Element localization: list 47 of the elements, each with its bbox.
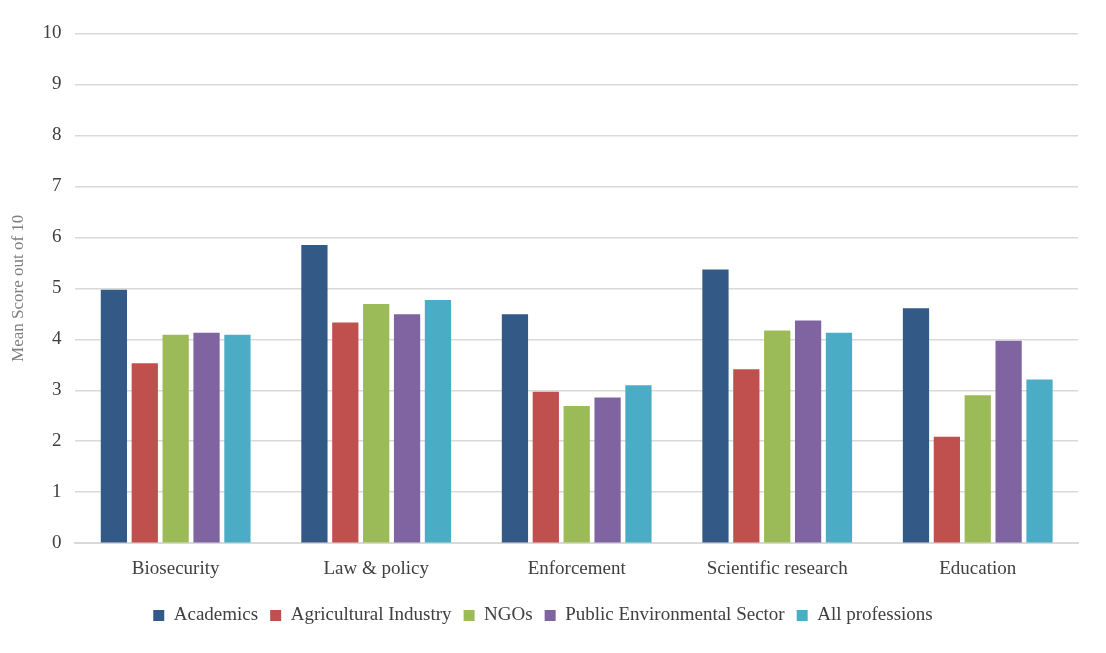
y-tick-label: 8 [51,123,62,145]
bar [100,289,128,543]
y-axis-title: Mean Score out of 10 [7,214,27,362]
bar [131,363,158,543]
y-tick-label: 1 [51,480,62,502]
y-tick-label: 0 [51,531,62,553]
y-tick-label: 6 [51,225,62,247]
bar [301,244,328,543]
bar [563,406,590,543]
bar [224,334,251,543]
y-tick-label: 4 [51,327,62,349]
bar [964,395,991,543]
bar [393,314,421,543]
bar [625,385,652,543]
bar [1026,379,1053,543]
bar [995,340,1022,543]
legend-label: NGOs [484,603,533,625]
bar [193,332,220,543]
y-tick-label: 3 [51,378,62,400]
bar [532,391,559,543]
bar [733,369,760,543]
legend-label: Agricultural Industry [290,603,453,625]
x-tick-label: Enforcement [527,556,627,578]
y-tick-label: 5 [51,276,62,298]
bar [162,334,189,543]
y-tick-label: 2 [51,429,62,451]
x-tick-label: Biosecurity [131,556,220,578]
y-tick-label: 9 [51,72,62,94]
bar [902,308,930,543]
y-tick-label: 7 [51,174,62,196]
legend-label: All professions [817,603,933,625]
bar [825,332,853,543]
bar [501,314,529,543]
bar [424,300,452,543]
x-tick-label: Law & policy [323,556,430,578]
bar [794,320,822,543]
bar [594,397,621,543]
y-tick-label: 10 [42,21,62,43]
bar [764,330,791,543]
x-tick-label: Education [939,556,1017,578]
bar [363,304,390,543]
legend-label: Academics [173,603,259,625]
bar [332,322,359,543]
bar [702,269,729,543]
x-tick-label: Scientific research [706,556,849,578]
legend-label: Public Environmental Sector [565,603,786,625]
bar [933,436,960,543]
